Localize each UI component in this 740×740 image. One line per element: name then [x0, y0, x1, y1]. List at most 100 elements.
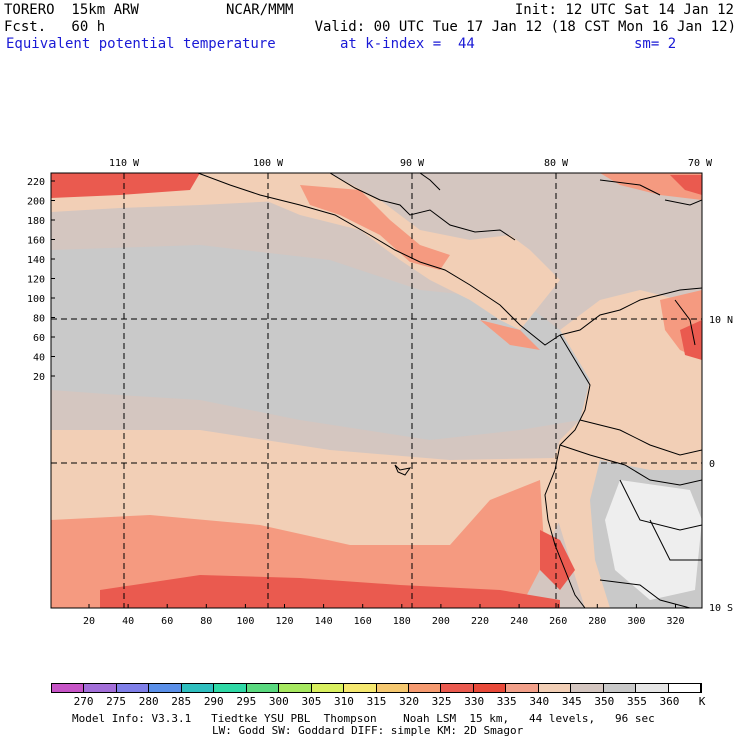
- left-axis-ticks: 220 200 180 160 140 120 100 80 60 40 20: [27, 177, 55, 383]
- footer-model-info: Model Info: V3.3.1 Tiedtke YSU PBL Thomp…: [72, 712, 655, 725]
- colorbar-label: 325: [431, 695, 452, 708]
- y-tick-label: 40: [33, 353, 45, 364]
- colorbar-label: 280: [138, 695, 159, 708]
- colorbar: [51, 683, 702, 693]
- colorbar-swatch: [506, 684, 539, 692]
- x-tick-label: 60: [161, 616, 173, 627]
- colorbar-swatch: [473, 684, 507, 692]
- lon-label-70w: 70 W: [688, 158, 713, 169]
- center-name: NCAR/MMM: [226, 2, 294, 18]
- x-tick-label: 240: [510, 616, 528, 627]
- ocean-salmon-band: [51, 480, 545, 608]
- colorbar-swatch: [344, 684, 377, 692]
- ocean-hot-band: [100, 575, 560, 608]
- colorbar-label: 345: [561, 695, 582, 708]
- colorbar-swatch: [214, 684, 247, 692]
- y-tick-label: 60: [33, 333, 45, 344]
- amazon-light-region: [605, 480, 702, 600]
- colorbar-label: 285: [171, 695, 192, 708]
- colorbar-swatch: [441, 684, 474, 692]
- colorbar-label: 350: [594, 695, 615, 708]
- colorbar-label: 290: [203, 695, 224, 708]
- y-tick-label: 160: [27, 236, 45, 247]
- colorbar-label: 310: [334, 695, 354, 708]
- level-info: at k-index = 44: [340, 36, 475, 52]
- caribbean-red-spot: [670, 175, 702, 195]
- y-tick-label: 220: [27, 177, 45, 188]
- lon-label-90w: 90 W: [400, 158, 425, 169]
- x-tick-label: 20: [83, 616, 95, 627]
- valid-time: Valid: 00 UTC Tue 17 Jan 12 (18 CST Mon …: [314, 19, 736, 35]
- y-tick-label: 180: [27, 216, 45, 227]
- colorbar-label: 360: [659, 695, 680, 708]
- central-america-warm: [200, 173, 560, 330]
- colorbar-label: 330: [464, 695, 485, 708]
- colorbar-label: 295: [236, 695, 257, 708]
- coastlines: [197, 173, 702, 608]
- bottom-axis-ticks: 20 40 60 80 100 120 140 160 180 200 220 240 260 280 30…: [83, 604, 685, 627]
- colorbar-label: 275: [106, 695, 127, 708]
- colorbar-swatch: [636, 684, 669, 692]
- y-tick-label: 100: [27, 294, 45, 305]
- y-tick-label: 80: [33, 314, 45, 325]
- y-tick-label: 200: [27, 197, 45, 208]
- colorbar-swatch: [84, 684, 117, 692]
- x-tick-label: 280: [588, 616, 606, 627]
- colorbar-label: 320: [399, 695, 419, 708]
- colorbar-label: 315: [366, 695, 387, 708]
- field-name: Equivalent potential temperature: [6, 36, 276, 52]
- colorbar-swatch: [279, 684, 312, 692]
- map-panel: 110 W 100 W 90 W 80 W 70 W 10 N 0 10 S 2…: [27, 158, 733, 627]
- colorbar-swatch: [311, 684, 345, 692]
- init-time: Init: 12 UTC Sat 14 Jan 12: [514, 2, 734, 18]
- pacific-hot-patch: [480, 320, 540, 350]
- x-tick-label: 160: [354, 616, 372, 627]
- colorbar-label: 355: [626, 695, 647, 708]
- colorbar-unit: K: [698, 695, 706, 708]
- colorbar-label: 305: [301, 695, 322, 708]
- lat-label-0: 0: [709, 459, 715, 470]
- x-tick-label: 40: [122, 616, 134, 627]
- x-tick-label: 180: [393, 616, 411, 627]
- colorbar-swatch: [376, 684, 409, 692]
- y-tick-label: 140: [27, 255, 45, 266]
- model-name: TORERO 15km ARW: [4, 2, 139, 18]
- lon-label-110w: 110 W: [109, 158, 140, 169]
- x-tick-label: 140: [315, 616, 333, 627]
- lat-label-10s: 10 S: [709, 603, 733, 614]
- venezuela-red: [680, 320, 702, 360]
- x-tick-label: 200: [432, 616, 450, 627]
- x-tick-label: 260: [549, 616, 567, 627]
- colorbar-swatch: [603, 684, 637, 692]
- colorbar-swatch: [52, 684, 85, 692]
- x-tick-label: 300: [627, 616, 645, 627]
- colorbar-swatch: [668, 684, 702, 692]
- colorbar-swatch: [149, 684, 182, 692]
- lat-lon-grid: [51, 173, 702, 608]
- y-tick-label: 120: [27, 275, 45, 286]
- footer-physics-info: LW: Godd SW: Goddard DIFF: simple KM: 2D…: [212, 724, 524, 737]
- colorbar-swatch: [181, 684, 215, 692]
- northwest-hot-corner: [51, 173, 200, 198]
- colorbar-swatch: [116, 684, 150, 692]
- x-tick-label: 320: [666, 616, 684, 627]
- x-tick-label: 100: [236, 616, 254, 627]
- lon-label-100w: 100 W: [253, 158, 284, 169]
- colorbar-label: 340: [529, 695, 550, 708]
- x-tick-label: 220: [471, 616, 489, 627]
- x-tick-label: 80: [200, 616, 212, 627]
- itcz-gray-band: [51, 245, 590, 440]
- colorbar-label: 300: [268, 695, 289, 708]
- forecast-hour: Fcst. 60 h: [4, 19, 106, 35]
- y-tick-label: 20: [33, 372, 45, 383]
- colorbar-swatch: [246, 684, 280, 692]
- colorbar-swatch: [538, 684, 572, 692]
- smoothing-info: sm= 2: [634, 36, 677, 52]
- map-frame: [50, 172, 703, 609]
- colorbar-swatch: [571, 684, 604, 692]
- colorbar-label: 335: [496, 695, 517, 708]
- lat-label-10n: 10 N: [709, 315, 733, 326]
- lon-label-80w: 80 W: [544, 158, 569, 169]
- peru-coast-hot: [540, 530, 575, 590]
- colorbar-swatch: [408, 684, 442, 692]
